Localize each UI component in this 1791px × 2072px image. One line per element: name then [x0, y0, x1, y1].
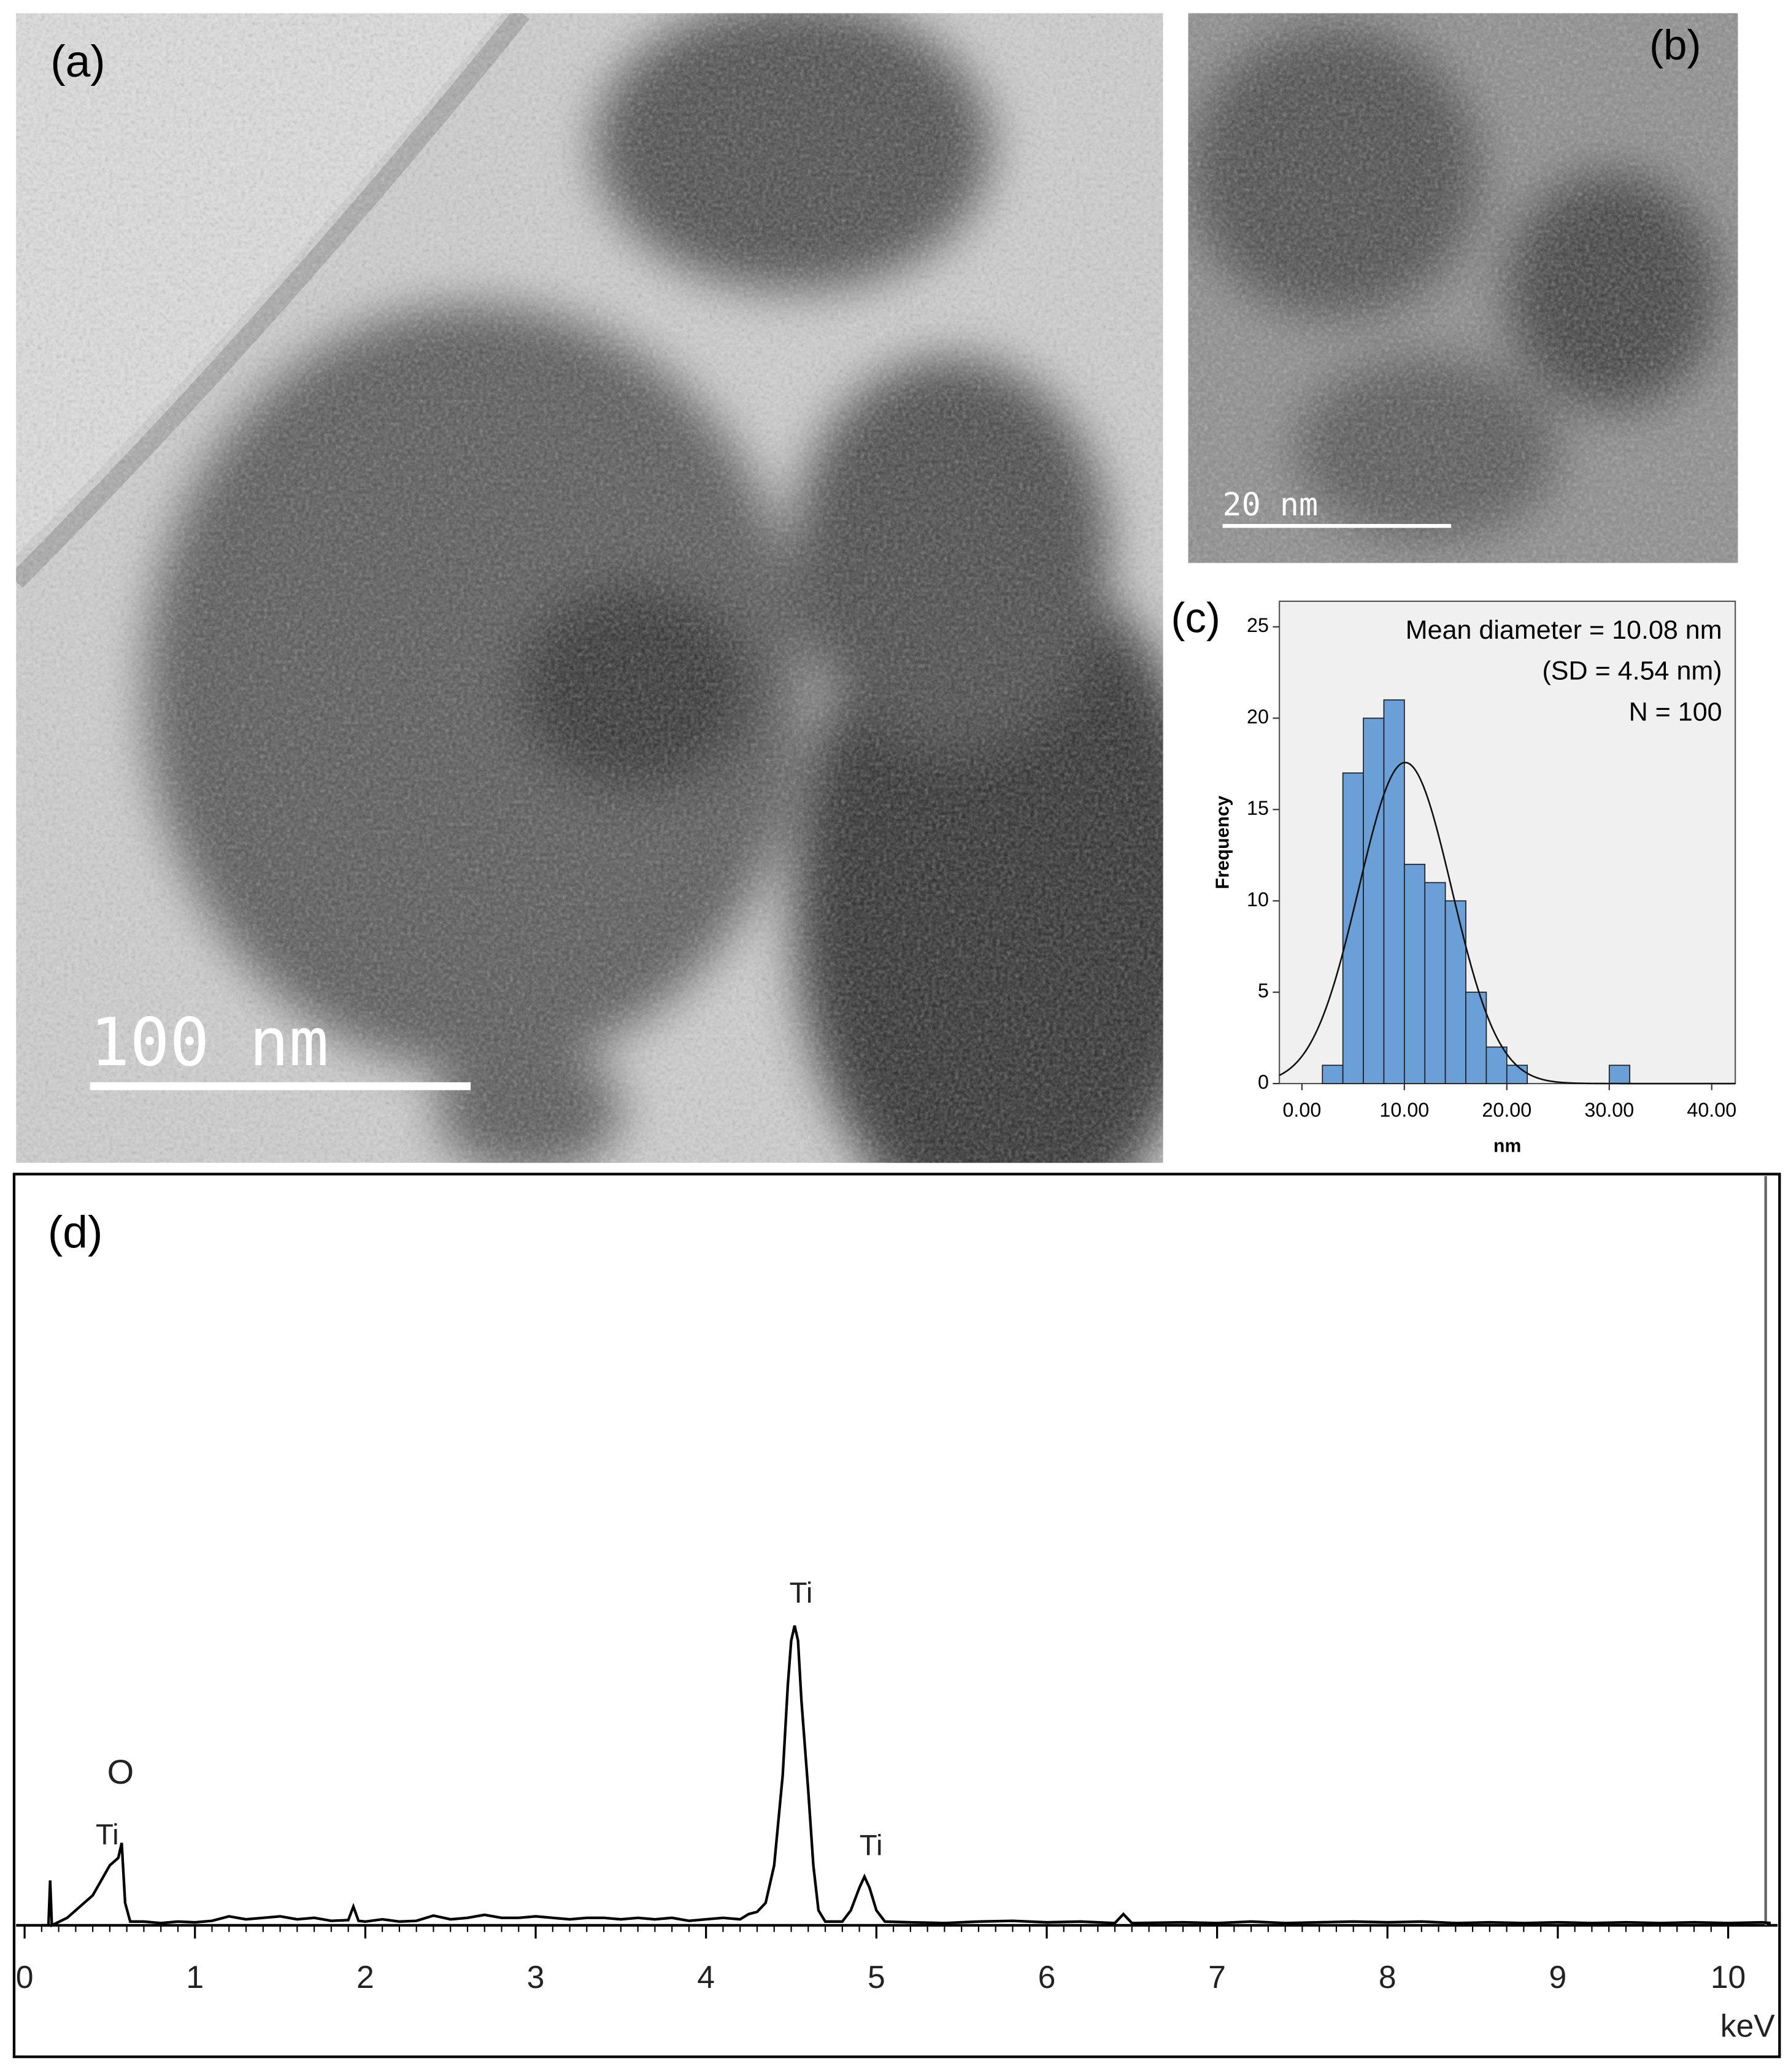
peak-label: Ti: [96, 1819, 119, 1851]
x-tick-label: 8: [1379, 1959, 1396, 1995]
bar: [1342, 772, 1364, 1084]
x-tick-label: 4: [697, 1959, 715, 1995]
annotation: Mean diameter = 10.08 nm: [1406, 615, 1722, 645]
annotation: N = 100: [1629, 697, 1722, 726]
peak-label: Ti: [860, 1829, 883, 1862]
scale-bar-label: 20 nm: [1223, 487, 1319, 523]
y-tick-label: 10: [1247, 888, 1269, 911]
scale-bar-label: 100 nm: [90, 1004, 329, 1081]
x-tick-label: 20.00: [1482, 1099, 1531, 1121]
bar: [1424, 882, 1446, 1084]
x-tick-label: 3: [527, 1959, 545, 1995]
panel-label: (a): [50, 36, 106, 87]
spectrum-frame: [12, 1173, 1781, 2059]
bar: [1485, 1046, 1508, 1084]
y-tick-label: 0: [1258, 1071, 1269, 1093]
bar: [1403, 863, 1426, 1084]
panel-label: (d): [48, 1207, 103, 1257]
x-tick-label: 10.00: [1379, 1099, 1429, 1121]
peak-label: O: [107, 1752, 134, 1791]
x-tick-label: 9: [1549, 1959, 1567, 1995]
x-tick-label: 10: [1711, 1959, 1746, 1995]
annotation: (SD = 4.54 nm): [1542, 657, 1722, 686]
panel-label: (c): [1171, 594, 1220, 641]
micrograph-a: [16, 13, 1163, 1163]
y-tick-label: 25: [1247, 614, 1269, 636]
y-tick-label: 15: [1247, 797, 1269, 819]
peak-label: Ti: [790, 1577, 813, 1609]
spectrum-line: [41, 1625, 1771, 1928]
x-tick-label: 0: [16, 1959, 34, 1995]
micrograph-b: [1188, 13, 1738, 563]
x-tick-label: 2: [356, 1959, 374, 1995]
y-tick-label: 20: [1247, 706, 1269, 728]
bar: [1444, 900, 1466, 1084]
bar: [1506, 1065, 1528, 1084]
bar: [1322, 1065, 1344, 1084]
x-axis-label: keV: [1720, 2008, 1776, 2044]
x-tick-label: 5: [868, 1959, 885, 1995]
x-tick-label: 40.00: [1687, 1099, 1736, 1121]
x-tick-label: 1: [186, 1959, 204, 1995]
x-tick-label: 6: [1038, 1959, 1056, 1995]
y-tick-label: 5: [1258, 980, 1269, 1002]
bar: [1363, 717, 1385, 1084]
panel-label: (b): [1649, 21, 1701, 69]
x-tick-label: 0.00: [1282, 1099, 1321, 1121]
bar: [1465, 992, 1487, 1084]
x-tick-label: 30.00: [1584, 1099, 1634, 1121]
x-tick-label: 7: [1208, 1959, 1226, 1995]
fit-curve: [1279, 761, 1736, 1085]
bar: [1608, 1065, 1631, 1084]
bar: [1383, 699, 1405, 1084]
x-axis-label: nm: [1493, 1136, 1521, 1156]
y-axis-label: Frequency: [1213, 796, 1233, 890]
